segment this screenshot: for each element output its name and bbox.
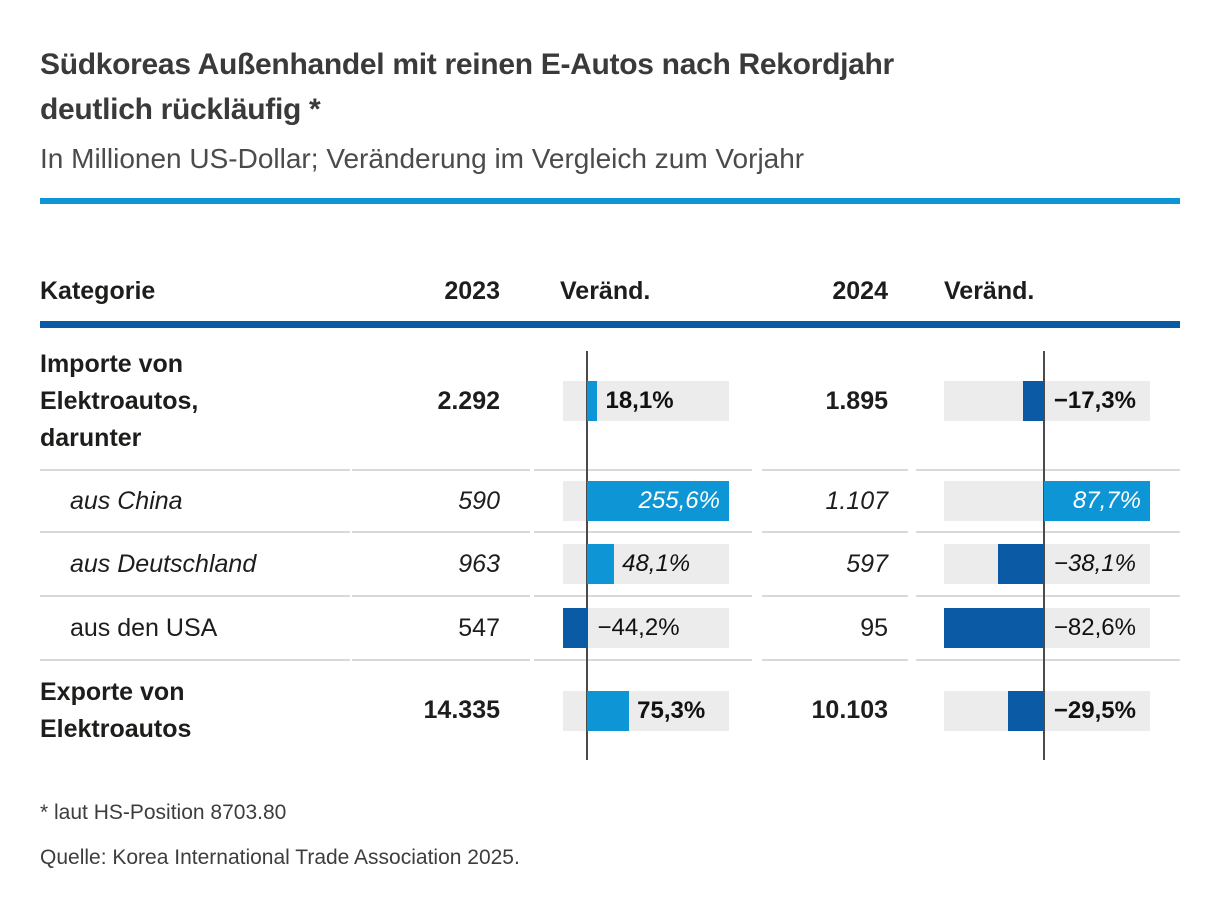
value-2024: 1.895 [825, 386, 888, 415]
change-label: −38,1% [1053, 550, 1136, 577]
row-separator [40, 595, 1180, 597]
value-2023: 14.335 [423, 696, 500, 724]
column-header-veraend-2023: Veränd. [560, 277, 651, 305]
value-2023: 547 [458, 613, 500, 642]
change-bar-2023: 255,6% [530, 471, 755, 531]
table-row-china: aus China 590 255,6% 1.107 87,7% [40, 471, 1180, 531]
separator-segment [762, 659, 908, 661]
value-2024: 95 [860, 613, 888, 642]
table-header-row: Kategorie 2023 Veränd. 2024 Veränd. [40, 276, 1180, 306]
change-label: 75,3% [637, 696, 706, 724]
table-row-deutschland: aus Deutschland 963 48,1% 597 −38,1% [40, 533, 1180, 595]
bar-track [944, 381, 1150, 421]
bar-fill [944, 608, 1044, 648]
header-rule [40, 321, 1180, 328]
change-bar-2024: −82,6% [910, 597, 1180, 659]
separator-segment [534, 659, 752, 661]
bar-fill [1043, 481, 1150, 521]
bar-fill [587, 544, 615, 584]
column-header-2024: 2024 [832, 277, 888, 305]
zero-axis-2024 [1042, 351, 1045, 760]
change-label: −82,6% [1053, 614, 1136, 641]
value-2024: 597 [846, 549, 888, 578]
row-separator [40, 659, 1180, 661]
bar-track [563, 608, 729, 648]
column-header-kategorie: Kategorie [40, 277, 156, 305]
separator-segment [40, 659, 350, 661]
separator-segment [40, 469, 350, 471]
footnotes: * laut HS-Position 8703.80 Quelle: Korea… [40, 800, 1180, 871]
separator-segment [40, 531, 350, 533]
bar-fill [587, 481, 729, 521]
row-label: aus Deutschland [70, 549, 257, 578]
bar-fill [1008, 690, 1044, 731]
page-title: Südkoreas Außenhandel mit reinen E-Autos… [40, 48, 894, 126]
bar-track [944, 544, 1150, 584]
bar-fill [997, 544, 1044, 584]
change-bar-2023: 48,1% [530, 533, 755, 595]
change-bar-2024: −38,1% [910, 533, 1180, 595]
row-label: aus den USA [70, 613, 218, 642]
row-label: Importe von Elektroautos, darunter [40, 349, 199, 452]
change-label: 18,1% [605, 387, 674, 414]
bar-fill [1022, 381, 1044, 421]
column-header-2023: 2023 [444, 277, 500, 305]
value-2023: 590 [458, 486, 500, 515]
change-bar-2023: 75,3% [530, 661, 755, 760]
separator-segment [916, 659, 1180, 661]
bar-fill [587, 690, 630, 731]
bar-track [944, 690, 1150, 731]
change-bar-2024: −17,3% [910, 333, 1180, 469]
separator-segment [916, 469, 1180, 471]
value-2024: 10.103 [811, 696, 888, 724]
column-header-veraend-2024: Veränd. [944, 277, 1035, 305]
table-row-importe: Importe von Elektroautos, darunter 2.292… [40, 333, 1180, 469]
change-bar-2023: −44,2% [530, 597, 755, 659]
change-label: 87,7% [1072, 487, 1141, 514]
separator-segment [534, 531, 752, 533]
footnote-source: Quelle: Korea International Trade Associ… [40, 846, 520, 869]
change-label: 48,1% [622, 550, 691, 577]
separator-segment [762, 531, 908, 533]
bar-fill [587, 381, 598, 421]
value-2024: 1.107 [825, 486, 888, 515]
row-label: aus China [70, 486, 183, 515]
separator-segment [762, 595, 908, 597]
value-2023: 963 [458, 549, 500, 578]
row-label: Exporte von Elektroautos [40, 677, 192, 743]
footnote-asterisk: * laut HS-Position 8703.80 [40, 801, 287, 824]
table-body: Importe von Elektroautos, darunter 2.292… [40, 333, 1180, 760]
row-separator [40, 469, 1180, 471]
separator-segment [352, 659, 530, 661]
top-rule [40, 198, 1180, 204]
separator-segment [762, 469, 908, 471]
change-label: −29,5% [1053, 696, 1136, 724]
table-row-usa: aus den USA 547 −44,2% 95 −82,6% [40, 597, 1180, 659]
change-bar-2024: 87,7% [910, 471, 1180, 531]
change-bar-2024: −29,5% [910, 661, 1180, 760]
separator-segment [352, 595, 530, 597]
value-2023: 2.292 [437, 386, 500, 415]
separator-segment [534, 469, 752, 471]
separator-segment [352, 531, 530, 533]
table-row-exporte: Exporte von Elektroautos 14.335 75,3% 10… [40, 661, 1180, 760]
change-label: −44,2% [597, 614, 680, 641]
separator-segment [916, 595, 1180, 597]
separator-segment [40, 595, 350, 597]
change-label: −17,3% [1053, 387, 1136, 414]
row-separator [40, 531, 1180, 533]
separator-segment [534, 595, 752, 597]
page-subtitle: In Millionen US-Dollar; Veränderung im V… [40, 143, 805, 174]
change-label: 255,6% [638, 487, 720, 514]
bar-fill [563, 608, 588, 648]
separator-segment [352, 469, 530, 471]
separator-segment [916, 531, 1180, 533]
change-bar-2023: 18,1% [530, 333, 755, 469]
